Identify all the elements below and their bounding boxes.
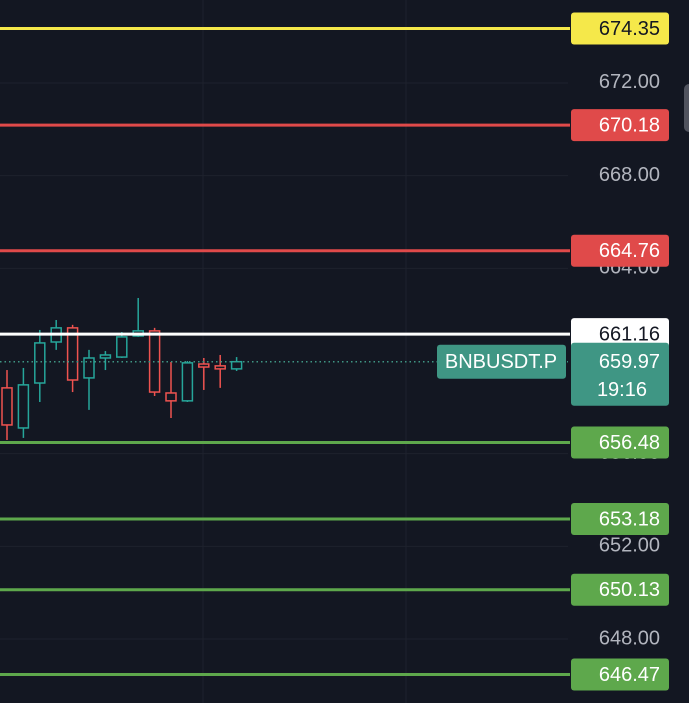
candle-body <box>214 365 226 370</box>
candle-body <box>17 384 30 429</box>
candle-body <box>66 327 79 381</box>
level-label-box <box>571 426 669 459</box>
grid <box>0 82 568 640</box>
candle-body <box>1 387 13 426</box>
symbol-label: BNBUSDT.P <box>445 351 557 373</box>
level-label: 653.18 <box>599 508 660 530</box>
level-label: 646.47 <box>599 664 660 686</box>
last-price-label: 659.97 <box>599 351 660 373</box>
level-label: 674.35 <box>599 18 660 40</box>
candle-body <box>116 336 128 358</box>
candle-body <box>165 392 177 402</box>
level-label: 661.16 <box>599 323 660 345</box>
scroll-handle[interactable] <box>684 84 689 132</box>
candle-body <box>230 360 243 370</box>
candle-body <box>99 354 112 359</box>
last-price-box <box>571 342 669 406</box>
level-label-box <box>571 573 669 606</box>
level-label: 650.13 <box>599 579 660 601</box>
level-label-box <box>571 658 669 691</box>
y-tick-label: 668.00 <box>599 164 660 186</box>
candle-body <box>34 342 46 384</box>
level-label-box <box>571 109 669 142</box>
level-label-box <box>571 234 669 267</box>
y-tick-label: 648.00 <box>599 627 660 649</box>
y-tick-label: 652.00 <box>599 535 660 557</box>
level-label-box <box>571 503 669 536</box>
level-label: 664.76 <box>599 240 660 262</box>
candle-body <box>181 362 194 402</box>
level-labels: 674.35 670.18 664.76 661.16 656.48 653.18 650.… <box>437 12 669 691</box>
countdown-label: 19:16 <box>597 379 647 401</box>
candle-body <box>83 357 95 379</box>
level-label-box <box>571 12 669 45</box>
level-label: 656.48 <box>599 432 660 454</box>
candle-body <box>198 363 210 368</box>
level-label-box <box>571 318 669 351</box>
level-label: 670.18 <box>599 114 660 136</box>
levels <box>0 27 570 676</box>
symbol-label-box <box>437 344 566 379</box>
y-tick-label: 672.00 <box>599 71 660 93</box>
